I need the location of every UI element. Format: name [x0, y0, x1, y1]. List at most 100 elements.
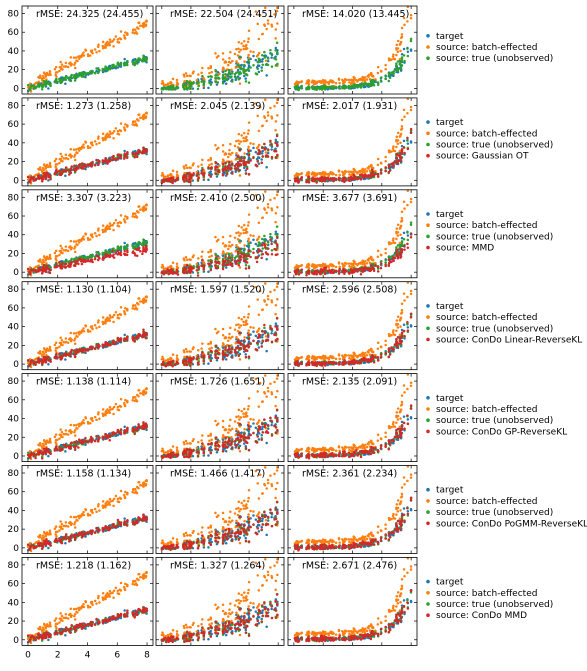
- batch-effected-point: [384, 63, 387, 67]
- batch-effected-point: [384, 155, 387, 159]
- target-point: [191, 179, 195, 182]
- true-unobserved-point: [62, 76, 66, 80]
- method-point: [84, 259, 88, 262]
- target-point: [224, 266, 228, 269]
- true-unobserved-point: [62, 260, 66, 264]
- method-point: [137, 246, 141, 250]
- true-unobserved-point: [40, 88, 44, 91]
- batch-effected-point: [48, 70, 52, 73]
- batch-effected-point: [38, 166, 42, 169]
- panel-r2-c3: rMSE: 2.017 (1.931): [287, 97, 418, 187]
- true-unobserved-point: [112, 65, 116, 69]
- batch-effected-point: [343, 169, 347, 173]
- batch-effected-point: [119, 221, 123, 225]
- batch-effected-point: [263, 116, 267, 119]
- true-unobserved-point: [252, 63, 255, 67]
- target-point: [202, 178, 206, 182]
- method-point: [235, 260, 238, 263]
- target-point: [202, 86, 206, 90]
- batch-effected-point: [192, 162, 195, 165]
- batch-effected-point: [242, 228, 245, 232]
- method-point: [183, 271, 186, 274]
- batch-effected-point: [108, 130, 112, 133]
- batch-effected-point: [403, 23, 406, 27]
- true-unobserved-point: [237, 78, 241, 81]
- batch-effected-point: [400, 118, 404, 122]
- legend-marker: [426, 45, 430, 49]
- batch-effected-point: [316, 264, 319, 267]
- batch-effected-point: [70, 154, 73, 158]
- batch-effected-point: [54, 73, 57, 77]
- batch-effected-point: [73, 66, 77, 70]
- batch-effected-point: [274, 37, 277, 40]
- method-point: [164, 271, 168, 275]
- method-point: [185, 178, 188, 182]
- target-point: [123, 57, 126, 61]
- true-unobserved-point: [349, 85, 353, 89]
- true-unobserved-point: [209, 258, 213, 262]
- batch-effected-point: [188, 74, 191, 78]
- batch-effected-point: [341, 262, 344, 265]
- true-unobserved-point: [387, 71, 391, 75]
- true-unobserved-point: [274, 49, 277, 52]
- method-point: [175, 269, 179, 273]
- method-point: [86, 259, 90, 263]
- method-point: [409, 127, 413, 131]
- batch-effected-point: [307, 79, 310, 82]
- method-point: [370, 172, 373, 176]
- true-unobserved-point: [247, 242, 250, 245]
- batch-effected-point: [246, 224, 250, 227]
- method-point: [95, 158, 98, 162]
- batch-effected-point: [244, 47, 248, 51]
- true-unobserved-point: [343, 86, 347, 90]
- target-point: [260, 60, 264, 63]
- batch-effected-point: [88, 146, 92, 149]
- batch-effected-point: [396, 234, 400, 237]
- batch-effected-point: [195, 78, 199, 82]
- target-point: [257, 162, 261, 165]
- batch-effected-point: [384, 68, 387, 71]
- true-unobserved-point: [145, 240, 148, 244]
- y-tick-label: 80: [8, 193, 20, 203]
- true-unobserved-point: [260, 237, 264, 241]
- true-unobserved-point: [209, 74, 213, 78]
- method-point: [200, 171, 203, 175]
- batch-effected-point: [264, 190, 267, 193]
- batch-effected-point: [144, 207, 148, 211]
- target-point: [47, 87, 50, 90]
- method-point: [170, 268, 173, 271]
- method-point: [132, 152, 135, 156]
- method-point: [46, 172, 49, 176]
- true-unobserved-point: [125, 63, 129, 66]
- method-point: [66, 264, 70, 268]
- batch-effected-point: [59, 157, 63, 161]
- method-point: [197, 266, 200, 270]
- batch-effected-point: [269, 106, 272, 110]
- target-point: [64, 82, 67, 86]
- batch-effected-point: [123, 36, 126, 39]
- batch-effected-point: [80, 237, 84, 240]
- batch-effected-point: [399, 49, 402, 53]
- batch-effected-point: [197, 165, 200, 168]
- batch-effected-point: [242, 44, 245, 48]
- target-point: [215, 83, 219, 86]
- method-point: [260, 256, 263, 260]
- target-point: [256, 64, 260, 67]
- method-point: [111, 249, 114, 252]
- batch-effected-point: [39, 76, 42, 80]
- target-point: [391, 74, 395, 77]
- target-point: [221, 254, 225, 258]
- batch-effected-point: [403, 207, 406, 210]
- batch-effected-point: [233, 52, 237, 56]
- batch-effected-point: [134, 28, 137, 31]
- method-point: [266, 253, 270, 256]
- true-unobserved-point: [226, 73, 230, 77]
- batch-effected-point: [247, 121, 251, 124]
- method-point: [80, 262, 84, 266]
- batch-effected-point: [368, 261, 372, 265]
- batch-effected-point: [106, 43, 109, 47]
- true-unobserved-point: [196, 271, 200, 274]
- batch-effected-point: [399, 132, 403, 136]
- target-point: [406, 234, 410, 237]
